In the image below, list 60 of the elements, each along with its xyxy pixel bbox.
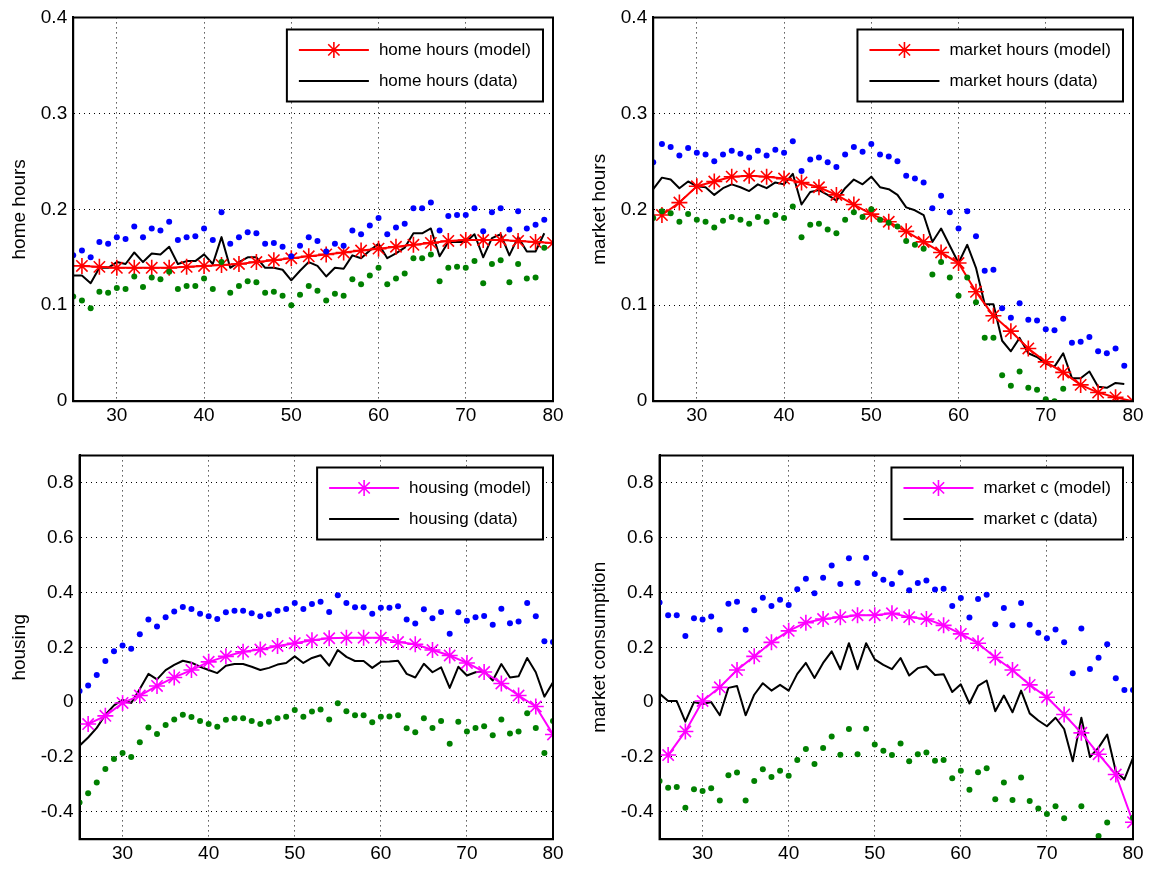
x-tick-label: 70: [455, 403, 477, 425]
y-tick-label: 0.3: [40, 101, 68, 123]
y-tick-label: 0.4: [627, 580, 654, 602]
x-tick-label: 40: [193, 403, 215, 425]
x-tick-label: 60: [950, 841, 972, 863]
y-tick-label: 0.1: [40, 293, 68, 315]
y-tick-label: 0.8: [47, 471, 74, 493]
x-tick-label: 40: [778, 841, 800, 863]
y-tick-label: 0.1: [620, 293, 648, 315]
y-tick-label: 0: [642, 690, 654, 712]
y-tick-label: 0.2: [47, 635, 74, 657]
x-tick-label: 50: [284, 841, 306, 863]
y-tick-label: 0: [62, 690, 74, 712]
legend-label: market c (model): [983, 477, 1112, 497]
x-tick-label: 50: [280, 403, 302, 425]
x-tick-label: 70: [1036, 841, 1058, 863]
y-tick-label: 0.4: [47, 580, 74, 602]
x-tick-label: 70: [456, 841, 478, 863]
x-tick-label: 70: [1035, 403, 1057, 425]
y-tick-label: 0.2: [620, 197, 648, 219]
y-tick-label: 0.2: [40, 197, 68, 219]
x-tick-label: 80: [542, 403, 564, 425]
y-axis-title: market consumption: [587, 561, 609, 733]
x-tick-label: 30: [686, 403, 708, 425]
x-tick-label: 30: [106, 403, 128, 425]
y-axis-title: housing: [7, 614, 29, 681]
x-tick-label: 60: [370, 841, 392, 863]
y-tick-label: 0: [56, 389, 68, 411]
y-tick-label: 0.6: [627, 525, 654, 547]
x-tick-label: 30: [692, 841, 714, 863]
x-tick-label: 60: [367, 403, 390, 425]
x-tick-label: 50: [860, 403, 882, 425]
x-tick-label: 40: [773, 403, 795, 425]
y-tick-label: 0: [636, 389, 648, 411]
legend-label: home hours (model): [378, 39, 531, 59]
x-tick-label: 30: [112, 841, 134, 863]
x-tick-label: 50: [864, 841, 886, 863]
legend-label: home hours (data): [378, 70, 518, 90]
legend-label: housing (model): [409, 477, 532, 497]
legend-label: market hours (data): [949, 70, 1098, 90]
y-tick-label: -0.2: [620, 745, 654, 767]
legend-label: market hours (model): [949, 39, 1112, 59]
x-tick-label: 80: [542, 841, 564, 863]
y-tick-label: -0.4: [40, 800, 74, 822]
y-axis-title: market hours: [587, 153, 609, 265]
y-axis-title: home hours: [7, 159, 29, 260]
legend-label: housing (data): [409, 508, 518, 528]
y-tick-label: 0.8: [627, 471, 654, 493]
y-tick-label: 0.4: [620, 5, 648, 27]
y-tick-label: -0.4: [620, 800, 654, 822]
x-tick-label: 80: [1122, 841, 1144, 863]
x-tick-label: 40: [198, 841, 220, 863]
y-tick-label: 0.4: [40, 5, 68, 27]
y-tick-label: 0.6: [47, 525, 74, 547]
y-tick-label: -0.2: [40, 745, 74, 767]
y-tick-label: 0.3: [620, 101, 648, 123]
x-tick-label: 60: [947, 403, 970, 425]
legend-label: market c (data): [983, 508, 1098, 528]
y-tick-label: 0.2: [627, 635, 654, 657]
x-tick-label: 80: [1122, 403, 1144, 425]
